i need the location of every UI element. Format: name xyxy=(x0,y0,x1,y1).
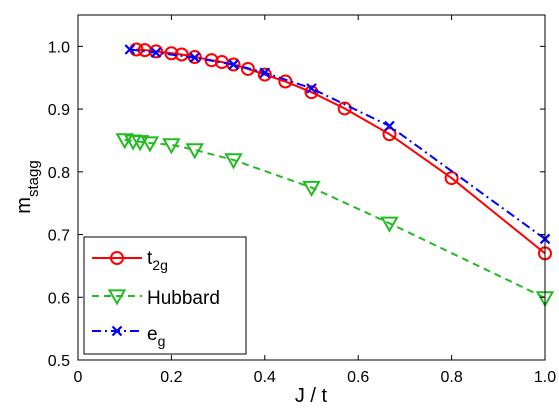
x-tick-label: 0.2 xyxy=(160,369,182,386)
legend-label-eg-main: e xyxy=(147,324,158,345)
legend-marker-eg xyxy=(111,325,123,337)
data-point-hubbard xyxy=(130,135,150,152)
axes-frame xyxy=(77,14,546,361)
x-tick-label: 0.6 xyxy=(347,369,369,386)
legend-label-t2g-main: t xyxy=(147,248,153,269)
legend-entries xyxy=(92,251,142,337)
y-axis-label-group: mstagg xyxy=(13,160,42,213)
x-tick-label: 0.4 xyxy=(254,369,276,386)
data-point-t2g xyxy=(226,57,241,72)
legend-marker-t2g xyxy=(110,251,124,265)
y-axis-label: mstagg xyxy=(13,160,42,213)
y-tick-label: 0.9 xyxy=(48,102,70,119)
y-tick-label: 0.7 xyxy=(48,228,70,245)
data-point-eg xyxy=(124,44,136,55)
legend-label-eg: eg xyxy=(147,324,165,349)
x-tick-label: 1.0 xyxy=(534,369,556,386)
x-axis-label: J / t xyxy=(295,385,328,407)
data-point-t2g xyxy=(240,61,255,76)
legend: t2g Hubbard eg xyxy=(83,236,247,355)
series-line-eg xyxy=(129,48,546,240)
data-point-eg xyxy=(189,52,201,63)
x-tick-label: 0 xyxy=(74,369,83,386)
data-point-t2g xyxy=(164,46,179,61)
legend-label-t2g-sub: 2g xyxy=(152,257,168,273)
y-tick-label: 0.8 xyxy=(48,165,70,182)
legend-marker-hubbard xyxy=(107,289,127,306)
data-point-hubbard xyxy=(140,136,160,153)
data-point-hubbard xyxy=(185,143,204,160)
data-point-hubbard xyxy=(224,153,243,170)
data-point-eg xyxy=(384,120,395,132)
data-point-hubbard xyxy=(302,180,321,198)
legend-label-t2g: t2g xyxy=(147,248,168,273)
legend-label-hubbard: Hubbard xyxy=(147,288,220,309)
x-tick-label: 0.8 xyxy=(440,369,462,386)
data-point-eg xyxy=(228,59,239,70)
legend-label-eg-sub: g xyxy=(158,333,166,349)
data-point-eg xyxy=(150,47,162,58)
y-tick-label: 0.5 xyxy=(48,353,70,370)
y-axis-label-sub: stagg xyxy=(25,160,42,197)
ticks-layer: 0 0.2 0.4 0.6 0.8 1.0 0.5 0.6 0.7 0.8 0.9 1.0 xyxy=(48,15,556,386)
y-tick-label: 1.0 xyxy=(48,39,70,56)
data-point-t2g xyxy=(257,67,272,82)
data-point-hubbard xyxy=(162,138,181,155)
data-point-t2g xyxy=(337,101,352,116)
data-point-hubbard xyxy=(380,216,399,233)
data-point-t2g xyxy=(382,127,397,142)
y-tick-label: 0.6 xyxy=(48,290,70,307)
data-point-eg xyxy=(259,67,271,78)
data-point-eg xyxy=(306,83,317,94)
y-axis-label-main: m xyxy=(13,197,35,214)
series-layer xyxy=(115,42,555,308)
